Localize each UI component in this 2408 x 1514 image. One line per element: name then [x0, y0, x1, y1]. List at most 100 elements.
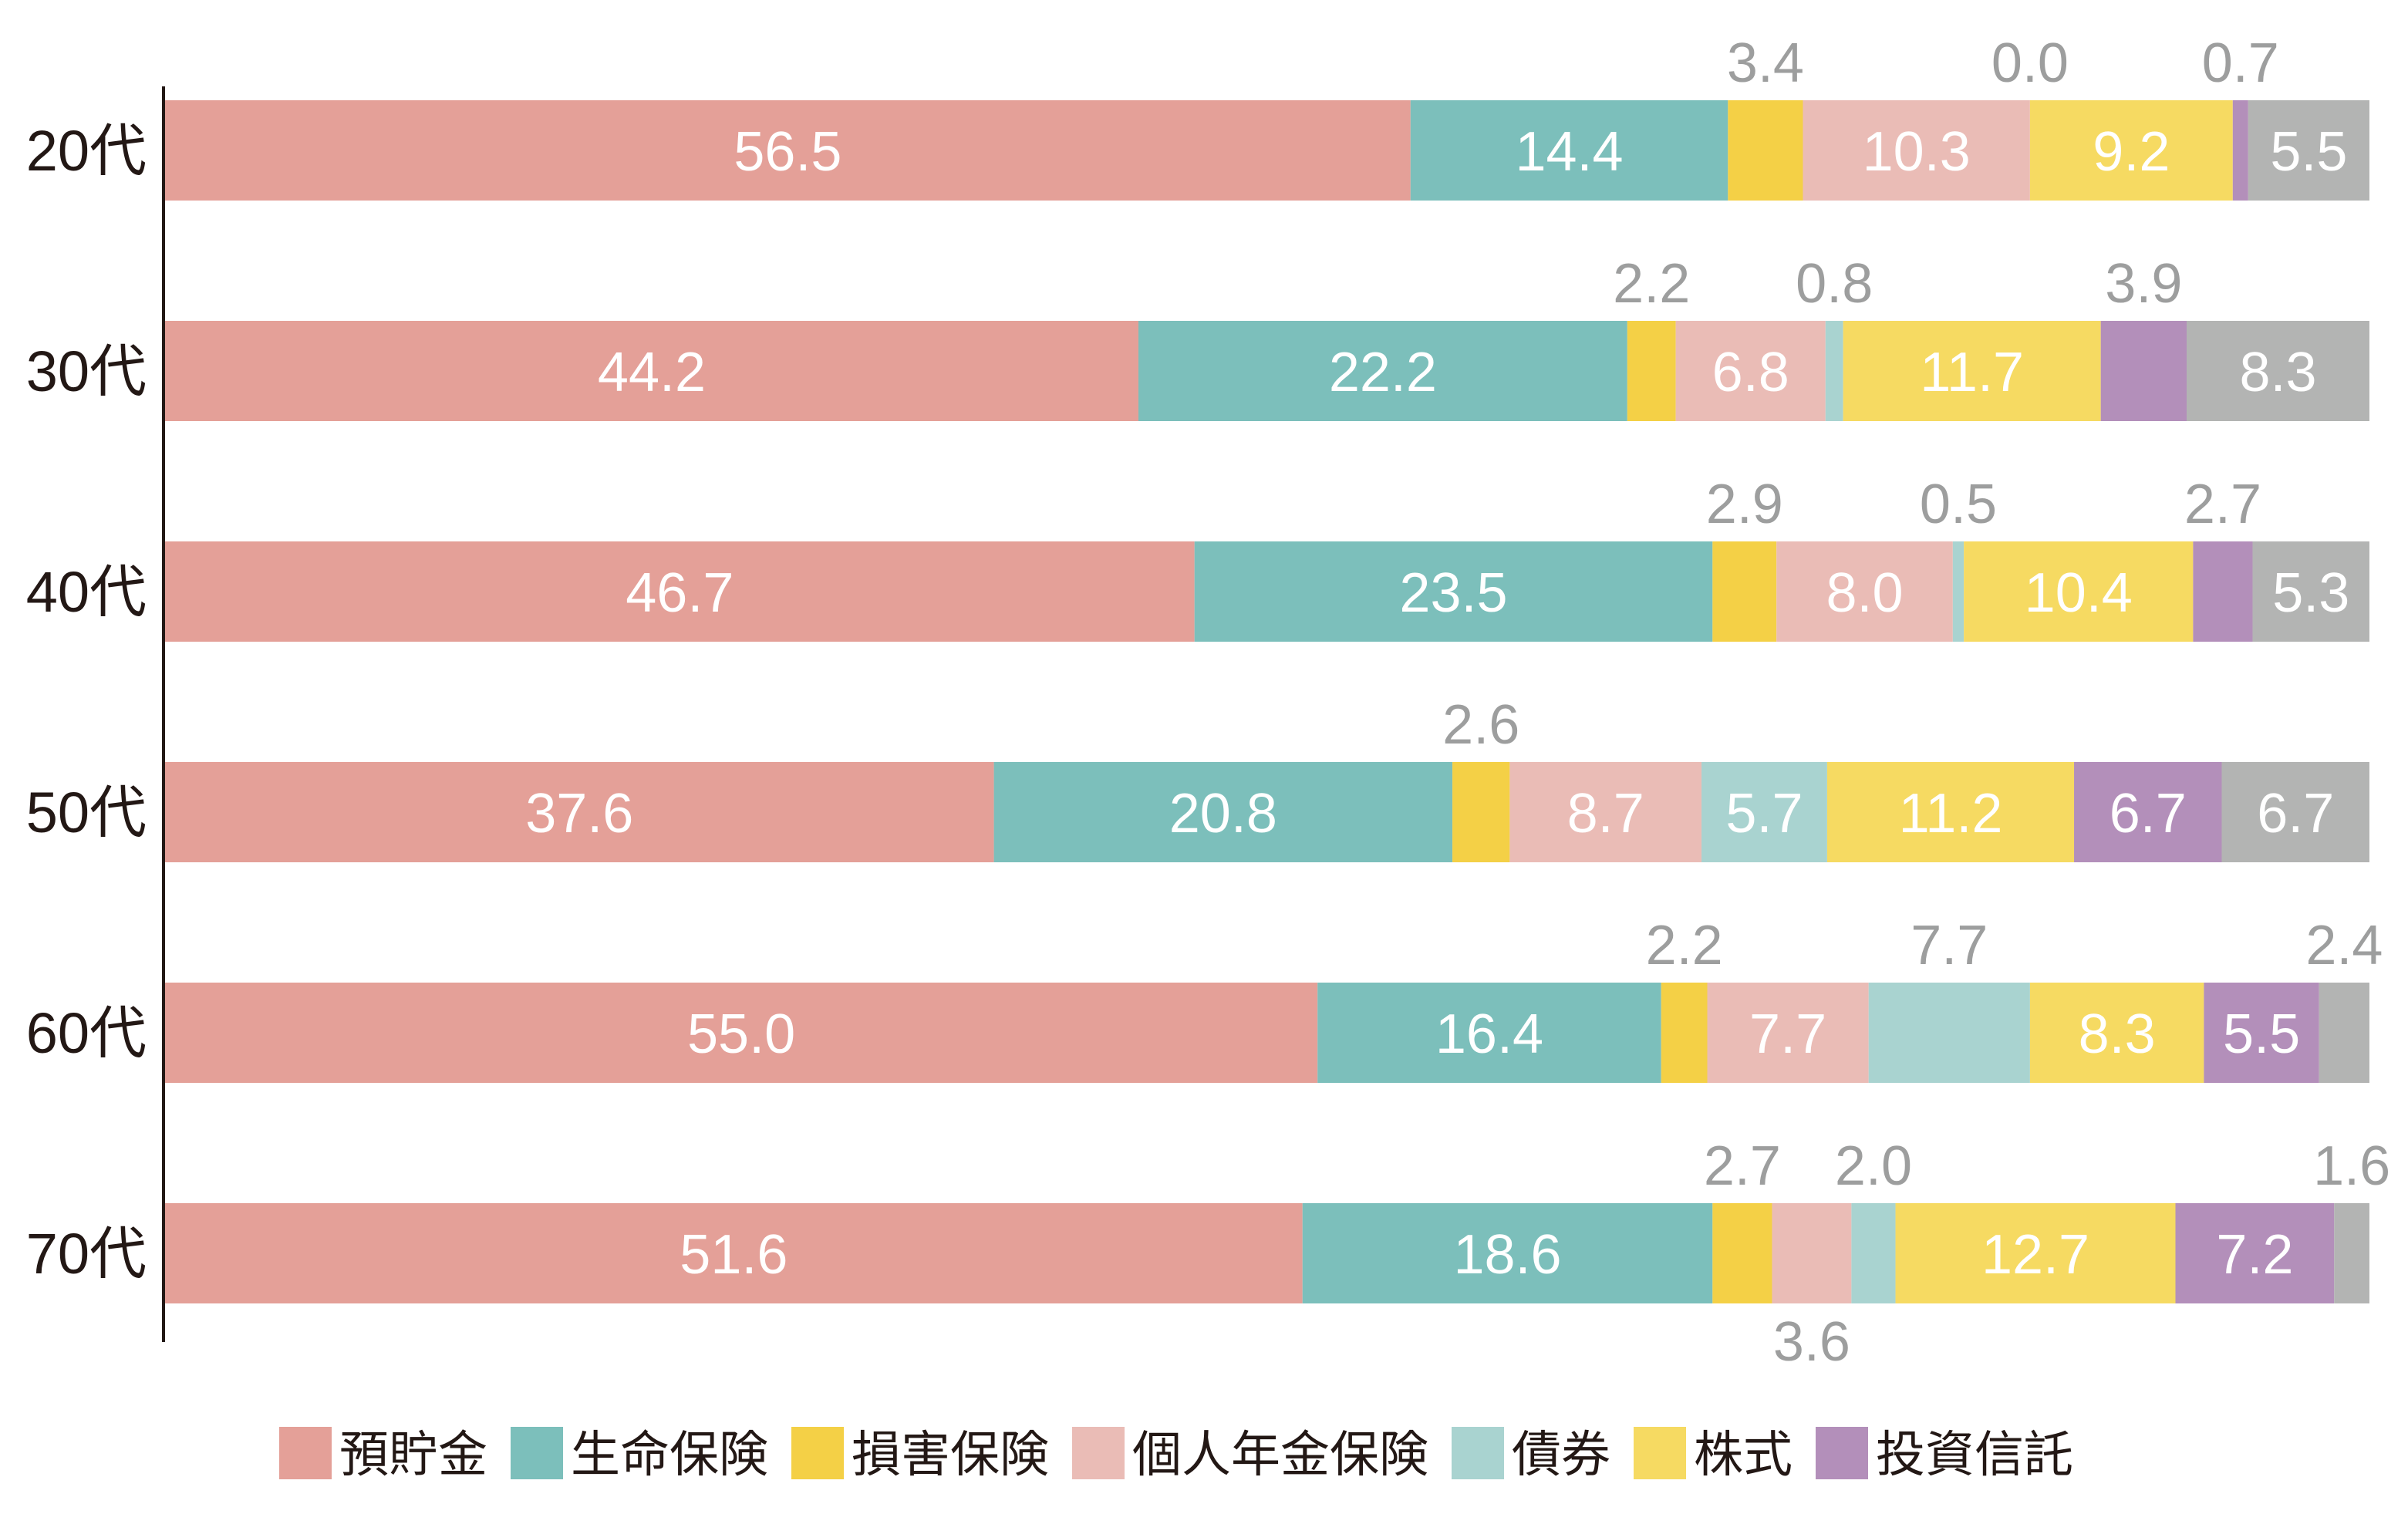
legend-swatch — [1634, 1427, 1686, 1479]
bar-segment — [165, 321, 1138, 421]
bar-segment — [1868, 983, 2030, 1083]
bar-segment — [2319, 983, 2369, 1083]
bar-segment — [1194, 541, 1713, 642]
data-label: 7.7 — [1911, 915, 1988, 976]
data-label: 12.7 — [1981, 1224, 2089, 1286]
data-label: 8.0 — [1826, 562, 1903, 624]
bar-segment — [1952, 541, 1965, 642]
data-label: 2.0 — [1835, 1135, 1912, 1197]
bar-segment — [1701, 762, 1827, 862]
data-label: 2.7 — [2184, 474, 2261, 535]
bar-segment — [165, 100, 1411, 201]
legend-label: 株式 — [1694, 1427, 1793, 1482]
value-labels: 56.5 14.4 3.4 10.3 0.0 9.2 0.7 5.5 44.2 22.2 2.2 6.… — [525, 32, 2390, 1373]
data-label: 10.3 — [1863, 121, 1971, 183]
data-label: 7.2 — [2216, 1224, 2293, 1286]
bar-segment — [1712, 541, 1777, 642]
data-label: 7.7 — [1749, 1003, 1826, 1065]
legend-swatch — [1072, 1427, 1125, 1479]
bar-segment — [2204, 983, 2319, 1083]
bar-segment — [1895, 1203, 2176, 1303]
legend-swatch — [1816, 1427, 1868, 1479]
bar-segment — [1707, 983, 1869, 1083]
bar-segment — [2029, 983, 2204, 1083]
data-label: 2.4 — [2305, 915, 2383, 976]
legend-label: 損害保険 — [852, 1427, 1049, 1482]
legend-label: 預貯金 — [339, 1427, 487, 1482]
data-label: 2.6 — [1442, 694, 1519, 756]
data-label: 3.4 — [1727, 32, 1804, 94]
legend-swatch — [511, 1427, 563, 1479]
data-label: 51.6 — [680, 1224, 787, 1286]
category-label: 30代 — [26, 339, 147, 403]
data-label: 0.7 — [2202, 32, 2279, 94]
bar-segment — [1776, 541, 1953, 642]
data-label: 0.0 — [1991, 32, 2069, 94]
bar-segment — [1317, 983, 1661, 1083]
data-label: 23.5 — [1399, 562, 1507, 624]
bar-segment — [1825, 321, 1843, 421]
data-label: 14.4 — [1515, 121, 1623, 183]
bar-segment — [2074, 762, 2222, 862]
bar-segment — [1964, 541, 2194, 642]
bar-segment — [1843, 321, 2101, 421]
bar-segment — [1675, 321, 1826, 421]
data-label: 5.7 — [1725, 783, 1803, 845]
bar-segment — [1661, 983, 1708, 1083]
data-label: 46.7 — [626, 562, 734, 624]
data-label: 6.7 — [2110, 783, 2187, 845]
bar-segment — [2100, 321, 2187, 421]
bar-segment — [2232, 100, 2248, 201]
data-label: 2.2 — [1613, 253, 1690, 315]
data-label: 9.2 — [2093, 121, 2170, 183]
legend-label: 生命保険 — [571, 1427, 768, 1482]
bars-layer — [165, 100, 2369, 1303]
data-label: 2.7 — [1704, 1135, 1781, 1197]
bar-segment — [2334, 1203, 2369, 1303]
data-label: 0.8 — [1796, 253, 1873, 315]
bar-segment — [1509, 762, 1702, 862]
data-label: 44.2 — [598, 342, 706, 403]
data-label: 11.7 — [1920, 342, 2024, 403]
data-label: 22.2 — [1329, 342, 1437, 403]
data-label: 8.3 — [2239, 342, 2316, 403]
data-label: 3.6 — [1773, 1311, 1850, 1373]
bar-segment — [2029, 100, 2233, 201]
data-label: 18.6 — [1453, 1224, 1561, 1286]
category-labels: 20代 30代 40代 50代 60代 70代 — [26, 119, 147, 1286]
bar-segment — [1452, 762, 1510, 862]
bar-segment — [1728, 100, 1803, 201]
data-label: 6.8 — [1712, 342, 1789, 403]
data-label: 2.9 — [1706, 474, 1783, 535]
data-label: 56.5 — [734, 121, 841, 183]
bar-segment — [165, 762, 994, 862]
bar-segment — [1302, 1203, 1713, 1303]
bar-segment — [993, 762, 1453, 862]
category-label: 60代 — [26, 1001, 147, 1065]
bar-segment — [1712, 1203, 1772, 1303]
bar-segment — [1772, 1203, 1852, 1303]
data-label: 5.3 — [2272, 562, 2349, 624]
legend-label: 個人年金保険 — [1132, 1427, 1428, 1482]
legend: 預貯金 生命保険 損害保険 個人年金保険 債券 株式 投資信託 — [279, 1427, 2073, 1482]
data-label: 8.3 — [2079, 1003, 2156, 1065]
data-label: 8.7 — [1567, 783, 1644, 845]
bar-segment — [165, 1203, 1303, 1303]
bar-segment — [1851, 1203, 1896, 1303]
data-label: 16.4 — [1435, 1003, 1543, 1065]
bar-segment — [1826, 762, 2075, 862]
category-label: 40代 — [26, 560, 147, 624]
data-label: 37.6 — [525, 783, 633, 845]
bar-segment — [1138, 321, 1627, 421]
data-label: 11.2 — [1899, 783, 2003, 845]
data-label: 1.6 — [2313, 1135, 2390, 1197]
bar-segment — [1410, 100, 1728, 201]
legend-swatch — [279, 1427, 332, 1479]
legend-swatch — [791, 1427, 844, 1479]
data-label: 5.5 — [2270, 121, 2347, 183]
legend-swatch — [1452, 1427, 1504, 1479]
data-label: 10.4 — [2025, 562, 2133, 624]
data-label: 55.0 — [687, 1003, 795, 1065]
bar-segment — [1803, 100, 2030, 201]
